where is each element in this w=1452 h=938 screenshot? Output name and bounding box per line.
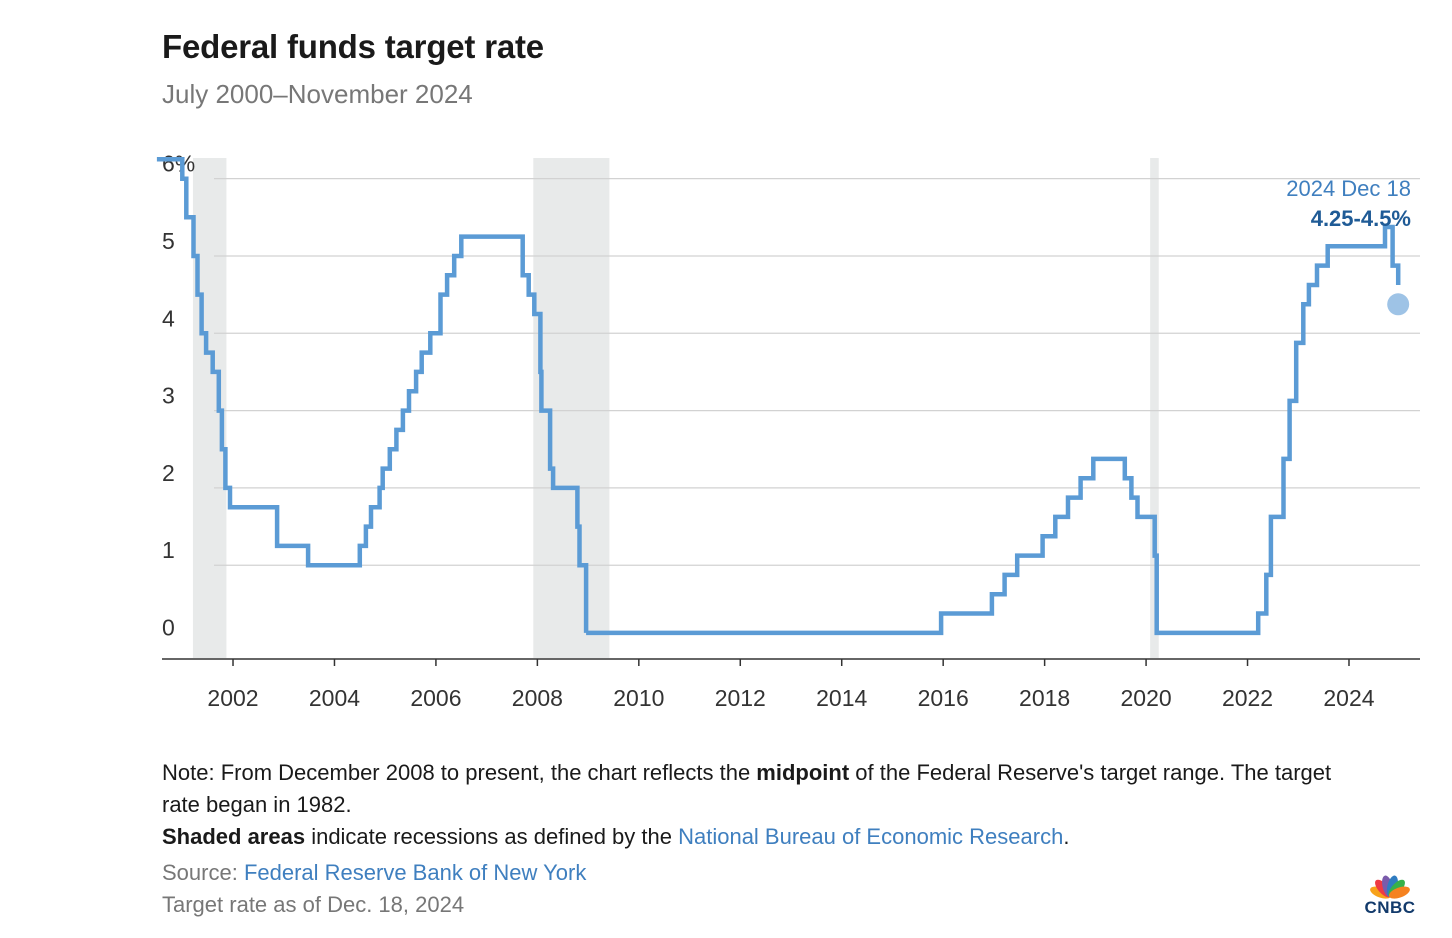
recession-band-0 — [192, 158, 227, 658]
x-tick-label: 2016 — [918, 685, 969, 711]
x-tick-label: 2020 — [1120, 685, 1171, 711]
shaded-text: indicate recessions as defined by the — [305, 824, 679, 849]
y-tick-label: 4 — [162, 305, 175, 331]
shaded-end: . — [1063, 824, 1070, 849]
chart-note: Note: From December 2008 to present, the… — [162, 757, 1352, 821]
x-tick-label: 2002 — [207, 685, 258, 711]
x-tick-label: 2004 — [309, 685, 360, 711]
latest-rate-point — [1387, 293, 1410, 316]
y-tick-label: 6% — [162, 151, 195, 177]
chart-subtitle: July 2000–November 2024 — [162, 79, 473, 109]
y-tick-label: 3 — [162, 383, 175, 409]
source-link[interactable]: Federal Reserve Bank of New York — [243, 860, 587, 885]
note-text-a: From December 2008 to present, the chart… — [214, 760, 757, 785]
note-label: Note: — [162, 760, 215, 785]
recession-band-2 — [1150, 158, 1159, 658]
cnbc-wordmark: CNBC — [1364, 898, 1416, 917]
x-tick-label: 2022 — [1222, 685, 1273, 711]
source-label: Source: — [162, 860, 244, 885]
peacock-icon — [1370, 875, 1410, 899]
cnbc-logo: CNBC — [1354, 862, 1426, 922]
chart-title: Federal funds target rate — [162, 28, 544, 65]
x-tick-label: 2010 — [613, 685, 664, 711]
y-tick-label: 5 — [162, 228, 175, 254]
annotation-value: 4.25-4.5% — [1311, 206, 1411, 231]
y-tick-label: 2 — [162, 460, 175, 486]
annotation-date: 2024 Dec 18 — [1286, 176, 1411, 201]
x-tick-label: 2008 — [512, 685, 563, 711]
recession-band-1 — [533, 158, 610, 658]
peacock-feather — [1388, 886, 1410, 899]
x-tick-label: 2006 — [410, 685, 461, 711]
y-tick-label: 1 — [162, 537, 175, 563]
note-text-b: of the Federal Reserve's target range. T… — [162, 760, 1332, 817]
y-tick-label: 0 — [162, 615, 175, 641]
rate-series-line-0 — [156, 157, 589, 633]
source-line: Source: Federal Reserve Bank of New York — [162, 860, 586, 886]
x-tick-label: 2012 — [715, 685, 766, 711]
nber-link[interactable]: National Bureau of Economic Research — [678, 824, 1064, 849]
shaded-note: Shaded areas indicate recessions as defi… — [162, 821, 1352, 853]
rate-series-line-1 — [586, 224, 1401, 636]
note-midpoint: midpoint — [756, 760, 850, 785]
x-tick-label: 2014 — [816, 685, 867, 711]
x-tick-label: 2024 — [1323, 685, 1374, 711]
shaded-label: Shaded areas — [162, 824, 306, 849]
x-tick-label: 2018 — [1019, 685, 1070, 711]
as-of-date: Target rate as of Dec. 18, 2024 — [162, 892, 465, 917]
